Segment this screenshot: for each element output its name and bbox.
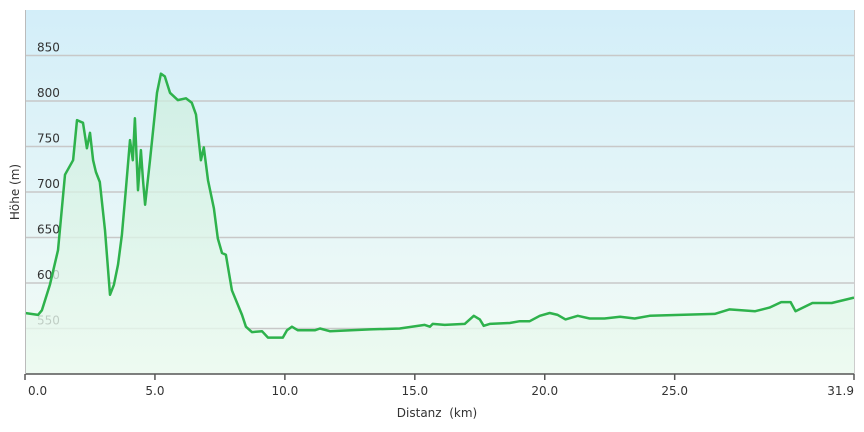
x-tick-label: 25.0 — [661, 384, 688, 398]
x-tick-label: 20.0 — [531, 384, 558, 398]
x-tick-label: 0.0 — [28, 384, 47, 398]
x-tick-label: 10.0 — [272, 384, 299, 398]
elevation-area — [25, 73, 854, 374]
x-ticks: 0.0 5.0 10.0 15.0 20.0 25.0 31.9 — [24, 374, 855, 398]
y-tick-label: 800 — [37, 86, 60, 100]
x-axis-label: Distanz (km) — [397, 406, 477, 420]
x-tick-label: 31.9 — [827, 384, 854, 398]
elevation-line — [24, 72, 855, 339]
x-tick-label: 15.0 — [401, 384, 428, 398]
x-tick-label: 5.0 — [145, 384, 164, 398]
y-tick-label: 750 — [37, 132, 60, 146]
y-tick-label: 700 — [37, 177, 60, 191]
y-tick-label: 850 — [37, 41, 60, 55]
y-axis-label: Höhe (m) — [8, 164, 22, 220]
y-tick-label: 650 — [37, 223, 60, 237]
